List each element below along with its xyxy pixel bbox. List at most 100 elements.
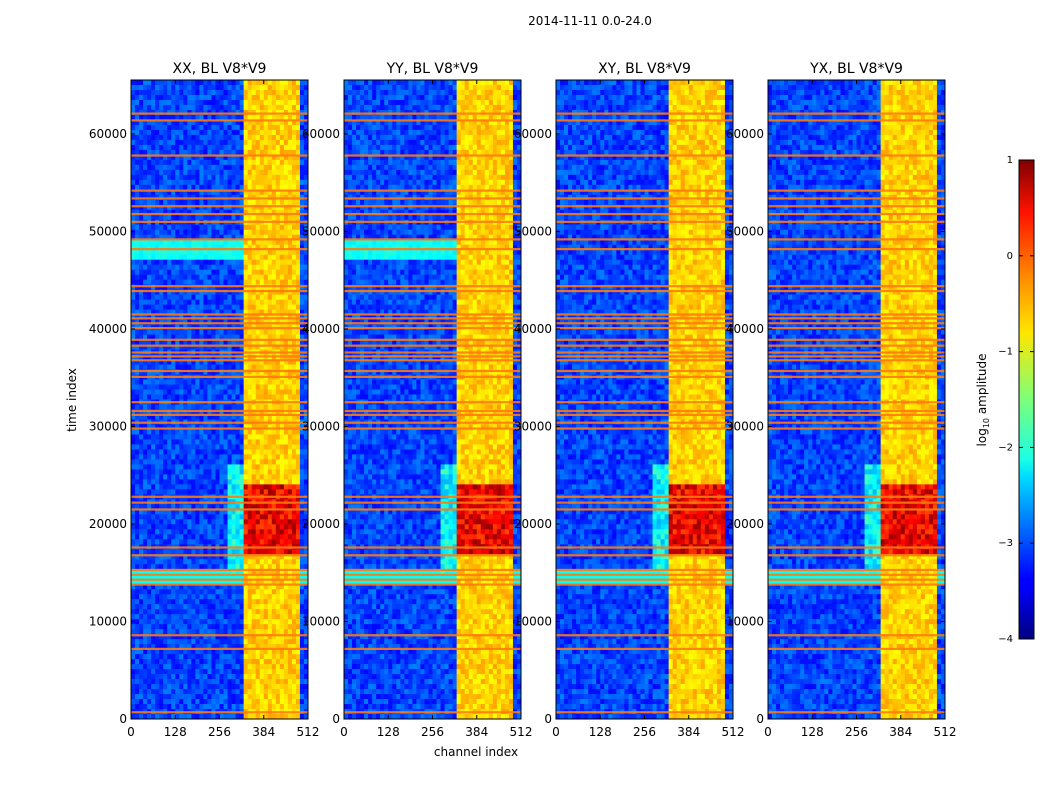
y-tick-label: 30000	[89, 419, 127, 433]
flagged-row	[131, 248, 308, 251]
y-tick-label: 60000	[726, 127, 764, 141]
y-tick-label: 30000	[302, 419, 340, 433]
colorbar-label: log10 amplitude	[975, 354, 991, 447]
flagged-row	[131, 359, 308, 362]
flagged-row	[556, 568, 733, 572]
flagged-row	[556, 220, 733, 223]
flagged-row	[131, 647, 308, 650]
flagged-row	[768, 220, 945, 223]
flagged-row	[344, 355, 521, 358]
flagged-row	[556, 355, 733, 358]
y-tick-label: 60000	[302, 127, 340, 141]
flagged-row	[344, 189, 521, 192]
flagged-row	[556, 413, 733, 416]
flagged-row	[556, 189, 733, 192]
heatmap-image	[131, 80, 308, 719]
y-tick-label: 30000	[514, 419, 552, 433]
flagged-row	[768, 634, 945, 637]
flagged-row	[556, 351, 733, 354]
flagged-row	[131, 711, 308, 714]
panel-2: YY, BL V8*V9 0 128 256 384 512 0 10000 20000 3000…	[302, 61, 533, 739]
flagged-row	[131, 327, 308, 330]
flagged-row	[768, 413, 945, 416]
y-tick-label: 0	[332, 712, 340, 726]
flagged-row	[768, 355, 945, 358]
x-tick-label: 512	[510, 725, 533, 739]
flagged-row	[556, 554, 733, 557]
flagged-row	[556, 289, 733, 293]
y-tick-label: 20000	[89, 517, 127, 531]
flagged-row	[556, 495, 733, 498]
x-tick-label: 256	[633, 725, 656, 739]
flagged-row	[131, 212, 308, 216]
flagged-row	[344, 427, 521, 430]
panel-title: XY, BL V8*V9	[598, 61, 691, 77]
flagged-row	[556, 205, 733, 208]
flagged-row	[344, 344, 521, 347]
flagged-row	[344, 119, 521, 122]
flagged-row	[344, 546, 521, 549]
flagged-row	[344, 220, 521, 223]
flagged-row	[131, 112, 308, 115]
x-tick-label: 384	[252, 725, 275, 739]
flagged-row	[131, 568, 308, 572]
flagged-row	[556, 546, 733, 549]
x-tick-label: 256	[208, 725, 231, 739]
flagged-row	[768, 583, 945, 586]
flagged-row	[768, 401, 945, 404]
flagged-row	[556, 359, 733, 362]
flagged-row	[556, 375, 733, 378]
y-tick-label: 60000	[514, 127, 552, 141]
flagged-row	[131, 317, 308, 320]
flagged-row	[768, 495, 945, 498]
flagged-row	[344, 359, 521, 362]
x-tick-label: 384	[889, 725, 912, 739]
flagged-row	[556, 427, 733, 430]
flagged-row	[344, 647, 521, 650]
flagged-row	[556, 322, 733, 325]
flagged-row	[768, 238, 945, 241]
flagged-row	[344, 573, 521, 576]
panel-1: XX, BL V8*V9 0 128 256 384 512 0 10000 20000 3000…	[89, 61, 320, 739]
flagged-row	[131, 401, 308, 404]
colorbar-tick-label: −1	[998, 347, 1013, 358]
flagged-row	[768, 189, 945, 192]
flagged-row	[344, 338, 521, 341]
flagged-row	[556, 248, 733, 251]
flagged-row	[131, 427, 308, 430]
flagged-row	[768, 112, 945, 115]
flagged-row	[131, 351, 308, 354]
x-axis-label: channel index	[434, 745, 518, 759]
flagged-row	[768, 285, 945, 288]
x-tick-label: 256	[845, 725, 868, 739]
flagged-row	[344, 351, 521, 354]
flagged-row	[768, 647, 945, 650]
flagged-row	[344, 212, 521, 216]
flagged-row	[131, 573, 308, 576]
flagged-row	[556, 421, 733, 424]
flagged-row	[768, 568, 945, 572]
heatmap-image	[556, 80, 733, 719]
y-tick-label: 40000	[726, 322, 764, 336]
flagged-row	[768, 711, 945, 714]
x-tick-label: 512	[934, 725, 957, 739]
x-tick-label: 128	[164, 725, 187, 739]
flagged-row	[131, 546, 308, 549]
y-tick-label: 50000	[726, 224, 764, 238]
flagged-row	[131, 508, 308, 511]
x-tick-label: 384	[465, 725, 488, 739]
flagged-row	[768, 197, 945, 200]
flagged-row	[344, 568, 521, 572]
flagged-row	[131, 369, 308, 373]
flagged-row	[344, 413, 521, 416]
panel-title: XX, BL V8*V9	[173, 61, 267, 77]
x-tick-label: 128	[801, 725, 824, 739]
flagged-row	[131, 501, 308, 504]
flagged-row	[131, 285, 308, 288]
flagged-row	[556, 197, 733, 200]
flagged-row	[344, 197, 521, 200]
y-tick-label: 10000	[302, 614, 340, 628]
panel-3: XY, BL V8*V9 0 128 256 384 512 0 10000 20000 3000…	[514, 61, 745, 739]
flagged-row	[768, 501, 945, 504]
flagged-row	[344, 248, 521, 251]
